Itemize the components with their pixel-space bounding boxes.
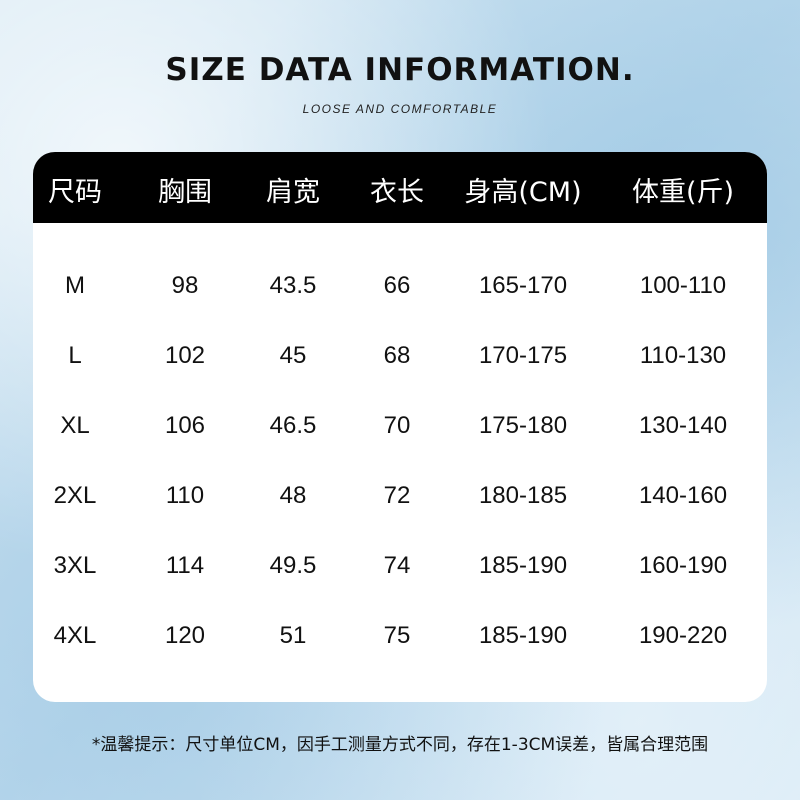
table-cell: 66 — [383, 272, 411, 299]
table-row: 3XL 114 49.5 74 185-190 160-190 — [33, 552, 767, 592]
table-row: 4XL 120 51 75 185-190 190-220 — [33, 622, 767, 662]
table-cell: 165-170 — [478, 272, 568, 299]
table-cell: 46.5 — [269, 412, 317, 439]
table-cell: 68 — [383, 342, 411, 369]
table-cell: 98 — [171, 272, 199, 299]
table-cell: 75 — [383, 622, 411, 649]
table-cell: 130-140 — [638, 412, 728, 439]
page-title: SIZE DATA INFORMATION. — [165, 52, 635, 88]
table-cell: 110 — [165, 482, 205, 509]
table-cell: 72 — [383, 482, 411, 509]
table-row: XL 106 46.5 70 175-180 130-140 — [33, 412, 767, 452]
table-cell: 120 — [164, 622, 206, 649]
table-cell: 185-190 — [478, 622, 568, 649]
table-cell: 70 — [383, 412, 411, 439]
column-header: 肩宽 — [266, 177, 320, 208]
column-header: 胸围 — [158, 177, 212, 208]
table-row: L 102 45 68 170-175 110-130 — [33, 342, 767, 382]
table-cell: 45 — [279, 342, 307, 369]
table-header: 尺码 胸围 肩宽 衣长 身高(CM) 体重(斤) — [33, 152, 767, 223]
table-cell: 51 — [279, 622, 307, 649]
table-cell: 140-160 — [638, 482, 728, 509]
footnote: *温馨提示：尺寸单位CM，因手工测量方式不同，存在1-3CM误差，皆属合理范围 — [91, 735, 709, 755]
table-cell: XL — [60, 412, 90, 439]
size-table: 尺码 胸围 肩宽 衣长 身高(CM) 体重(斤) M 98 43.5 66 165-170 100-… — [33, 152, 767, 702]
table-cell: 74 — [383, 552, 411, 579]
column-header: 尺码 — [48, 177, 102, 208]
table-row: M 98 43.5 66 165-170 100-110 — [33, 272, 767, 312]
table-cell: 3XL — [53, 552, 97, 579]
column-header: 体重(斤) — [631, 177, 735, 208]
table-cell: 2XL — [53, 482, 97, 509]
table-cell: 185-190 — [478, 552, 568, 579]
table-cell: L — [68, 342, 82, 369]
table-cell: 102 — [164, 342, 206, 369]
table-cell: 170-175 — [478, 342, 568, 369]
page-subtitle: LOOSE AND COMFORTABLE — [302, 102, 498, 116]
table-cell: 4XL — [53, 622, 97, 649]
table-cell: 110-130 — [639, 342, 727, 369]
table-cell: 49.5 — [269, 552, 317, 579]
table-row: 2XL 110 48 72 180-185 140-160 — [33, 482, 767, 522]
table-cell: 43.5 — [269, 272, 317, 299]
table-cell: 106 — [164, 412, 206, 439]
table-cell: 48 — [279, 482, 307, 509]
table-cell: 100-110 — [639, 272, 727, 299]
column-header: 衣长 — [370, 177, 424, 208]
table-cell: 175-180 — [478, 412, 568, 439]
table-cell: 180-185 — [478, 482, 568, 509]
table-cell: 160-190 — [638, 552, 728, 579]
table-cell: 190-220 — [638, 622, 728, 649]
table-cell: M — [65, 272, 85, 299]
column-header: 身高(CM) — [464, 177, 582, 208]
table-cell: 114 — [165, 552, 205, 579]
